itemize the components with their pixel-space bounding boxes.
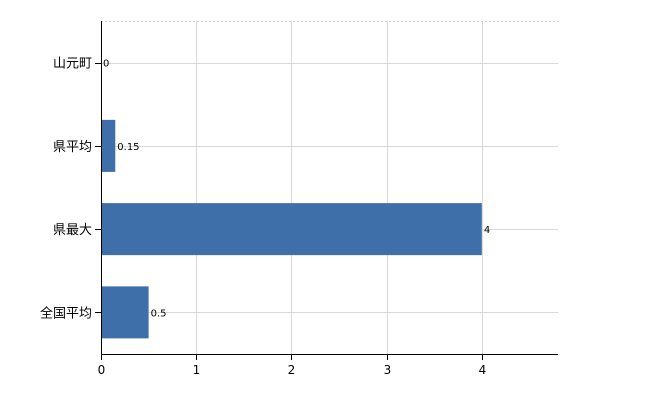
grid-lines	[101, 21, 558, 354]
data-label-0: 0	[103, 59, 109, 70]
x-tick-label-1: 1	[193, 363, 201, 377]
axes	[95, 21, 558, 360]
category-label-3: 全国平均	[40, 305, 92, 321]
category-label-0: 山元町	[53, 57, 92, 72]
data-label-3: 0.5	[151, 308, 167, 319]
data-label-2: 4	[484, 225, 490, 236]
x-tick-label-4: 4	[479, 363, 487, 377]
category-label-2: 県最大	[53, 223, 92, 238]
bars	[101, 119, 482, 339]
x-tick-label-2: 2	[288, 363, 296, 377]
x-tick-label-3: 3	[384, 363, 392, 377]
x-tick-label-0: 0	[98, 363, 106, 377]
bar-3	[101, 286, 149, 339]
bar-2	[101, 203, 482, 256]
labels: 0 山元町 0.15 県平均 4 県最大 0.5 全国平均 0 1 2 3 4	[40, 57, 490, 377]
category-label-1: 県平均	[53, 140, 92, 155]
bar-1	[101, 119, 116, 172]
data-label-1: 0.15	[117, 142, 139, 153]
